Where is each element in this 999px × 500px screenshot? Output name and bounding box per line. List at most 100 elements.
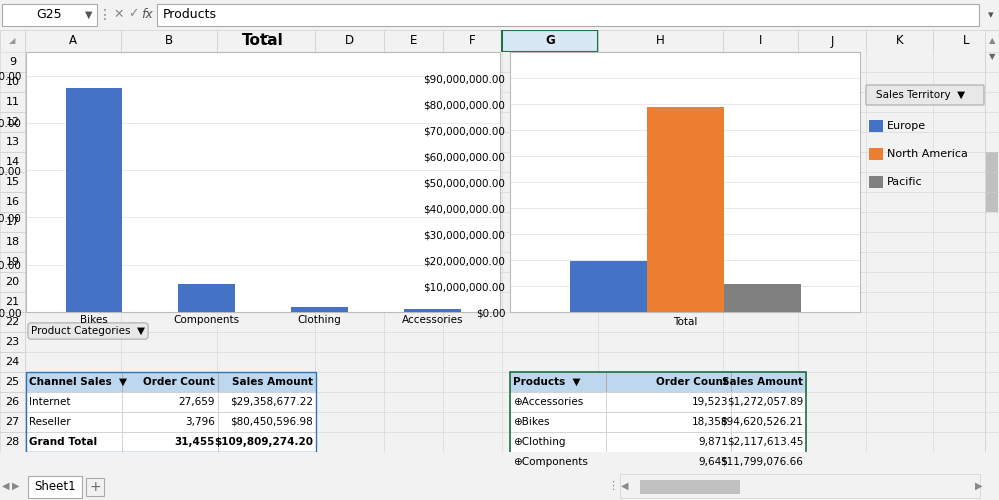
Bar [510, 372, 606, 392]
Bar [25, 30, 121, 52]
Text: $80,450,596.98: $80,450,596.98 [230, 417, 313, 427]
Bar [723, 284, 800, 312]
Text: 9,645: 9,645 [698, 457, 728, 467]
Text: ⋮: ⋮ [607, 481, 618, 491]
Bar [66, 88, 122, 312]
Bar [510, 392, 606, 412]
Bar [218, 412, 316, 432]
Text: Sales Amount: Sales Amount [515, 60, 587, 70]
Text: D: D [345, 34, 354, 48]
Bar [569, 261, 646, 312]
Text: 10: 10 [6, 77, 20, 87]
Bar [0, 292, 25, 312]
Bar [157, 4, 979, 26]
Title: Total: Total [242, 33, 284, 48]
Text: K: K [896, 34, 903, 48]
Text: E: E [410, 34, 418, 48]
Text: G: G [545, 34, 554, 48]
Text: Sales Amount: Sales Amount [31, 60, 103, 70]
Text: Sales Territory  ▼: Sales Territory ▼ [876, 90, 966, 100]
Text: 21: 21 [5, 297, 20, 307]
Bar [731, 372, 806, 392]
Text: 20: 20 [5, 277, 20, 287]
Text: 27: 27 [5, 417, 20, 427]
Bar [122, 392, 218, 412]
Text: ▾: ▾ [988, 10, 994, 20]
Bar [620, 474, 980, 498]
Text: 15: 15 [6, 177, 20, 187]
Bar [0, 312, 25, 332]
Bar [0, 30, 25, 52]
Bar [218, 372, 316, 392]
Bar [384, 30, 443, 52]
Text: L: L [963, 34, 969, 48]
Bar [122, 372, 218, 392]
Bar [0, 372, 25, 392]
Bar [985, 30, 999, 52]
Bar [731, 412, 806, 432]
Bar [606, 372, 731, 392]
Bar [0, 412, 25, 432]
Text: 12: 12 [5, 117, 20, 127]
Text: B: B [165, 34, 173, 48]
Text: Products  ▼: Products ▼ [513, 377, 580, 387]
Bar [869, 120, 883, 132]
Text: Reseller: Reseller [29, 417, 71, 427]
Text: ⊕Clothing: ⊕Clothing [513, 437, 565, 447]
Text: 14: 14 [5, 157, 20, 167]
Bar [121, 30, 217, 52]
Bar [598, 30, 723, 52]
Bar [0, 392, 25, 412]
Text: G25: G25 [37, 8, 62, 22]
Bar [443, 30, 502, 52]
Bar [0, 192, 25, 212]
Bar [510, 432, 606, 452]
Text: North America: North America [887, 149, 968, 159]
Bar [0, 52, 25, 72]
Bar [26, 412, 122, 432]
Bar [510, 412, 606, 432]
Text: ▼: ▼ [85, 10, 93, 20]
Text: $109,809,274.20: $109,809,274.20 [214, 437, 313, 447]
Bar [0, 252, 25, 272]
Text: 28: 28 [5, 437, 20, 447]
Text: 31,455: 31,455 [175, 437, 215, 447]
Text: Sheet1: Sheet1 [34, 480, 76, 494]
Text: Sales Amount: Sales Amount [722, 377, 803, 387]
Text: F: F [470, 34, 476, 48]
Bar [0, 332, 25, 352]
Text: 27,659: 27,659 [179, 397, 215, 407]
Bar [0, 272, 25, 292]
Text: J: J [830, 34, 834, 48]
Bar [86, 478, 104, 496]
Bar [985, 52, 999, 452]
Text: fx: fx [141, 8, 153, 22]
Bar [606, 452, 731, 472]
Text: $94,620,526.21: $94,620,526.21 [720, 417, 803, 427]
Text: $1,272,057.89: $1,272,057.89 [726, 397, 803, 407]
Bar [122, 412, 218, 432]
Bar [0, 112, 25, 132]
Bar [26, 392, 122, 412]
Text: 25: 25 [5, 377, 20, 387]
Bar [0, 212, 25, 232]
Bar [315, 30, 384, 52]
Bar [26, 372, 316, 452]
Text: Pacific: Pacific [887, 177, 923, 187]
Text: ⊕Accessories: ⊕Accessories [513, 397, 583, 407]
Bar [2, 4, 97, 26]
Bar [0, 92, 25, 112]
Text: 11: 11 [6, 97, 20, 107]
Text: ⊕Bikes: ⊕Bikes [513, 417, 549, 427]
Bar [606, 412, 731, 432]
Text: 18,358: 18,358 [691, 417, 728, 427]
Bar [606, 392, 731, 412]
Text: Products: Products [163, 8, 217, 22]
Text: ◀: ◀ [2, 481, 10, 491]
Bar [502, 30, 598, 52]
Text: ✕: ✕ [114, 8, 124, 20]
Bar [0, 152, 25, 172]
Text: 9: 9 [9, 57, 16, 67]
Text: A: A [69, 34, 77, 48]
Text: $11,799,076.66: $11,799,076.66 [720, 457, 803, 467]
